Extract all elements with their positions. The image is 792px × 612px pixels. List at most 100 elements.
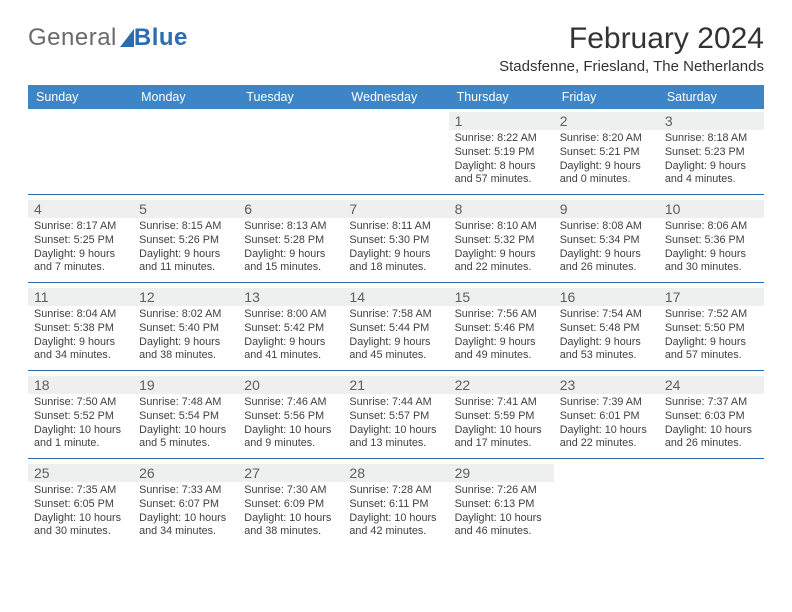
calendar-empty-cell (659, 461, 764, 546)
daylight-line-2: and 5 minutes. (139, 437, 234, 451)
logo: General Blue (28, 24, 188, 52)
daylight-line-2: and 45 minutes. (349, 349, 444, 363)
daylight-line-2: and 4 minutes. (665, 173, 760, 187)
daylight-line-2: and 30 minutes. (34, 525, 129, 539)
calendar-day-cell: 21Sunrise: 7:44 AMSunset: 5:57 PMDayligh… (343, 373, 448, 459)
calendar-day-cell: 15Sunrise: 7:56 AMSunset: 5:46 PMDayligh… (449, 285, 554, 371)
daylight-line-2: and 9 minutes. (244, 437, 339, 451)
daylight-line-2: and 38 minutes. (139, 349, 234, 363)
daylight-line-2: and 49 minutes. (455, 349, 550, 363)
day-info: Sunrise: 7:41 AMSunset: 5:59 PMDaylight:… (455, 396, 550, 451)
sunset-line: Sunset: 5:38 PM (34, 322, 129, 336)
weekday-header: Monday (133, 85, 238, 109)
sunset-line: Sunset: 5:40 PM (139, 322, 234, 336)
day-info: Sunrise: 8:11 AMSunset: 5:30 PMDaylight:… (349, 220, 444, 275)
calendar-day-cell: 26Sunrise: 7:33 AMSunset: 6:07 PMDayligh… (133, 461, 238, 546)
sunset-line: Sunset: 5:56 PM (244, 410, 339, 424)
sunset-line: Sunset: 5:25 PM (34, 234, 129, 248)
day-info: Sunrise: 7:30 AMSunset: 6:09 PMDaylight:… (244, 484, 339, 539)
day-info: Sunrise: 7:28 AMSunset: 6:11 PMDaylight:… (349, 484, 444, 539)
daylight-line-2: and 15 minutes. (244, 261, 339, 275)
daylight-line-2: and 53 minutes. (560, 349, 655, 363)
daylight-line-2: and 11 minutes. (139, 261, 234, 275)
sunrise-line: Sunrise: 8:18 AM (665, 132, 760, 146)
calendar-day-cell: 2Sunrise: 8:20 AMSunset: 5:21 PMDaylight… (554, 109, 659, 195)
sunrise-line: Sunrise: 8:17 AM (34, 220, 129, 234)
day-number: 18 (28, 376, 133, 394)
sunrise-line: Sunrise: 7:30 AM (244, 484, 339, 498)
daylight-line-2: and 34 minutes. (34, 349, 129, 363)
day-info: Sunrise: 7:46 AMSunset: 5:56 PMDaylight:… (244, 396, 339, 451)
sunrise-line: Sunrise: 7:54 AM (560, 308, 655, 322)
daylight-line-1: Daylight: 10 hours (34, 424, 129, 438)
daylight-line-1: Daylight: 9 hours (560, 248, 655, 262)
daylight-line-1: Daylight: 9 hours (665, 336, 760, 350)
calendar-day-cell: 7Sunrise: 8:11 AMSunset: 5:30 PMDaylight… (343, 197, 448, 283)
sunset-line: Sunset: 5:30 PM (349, 234, 444, 248)
day-info: Sunrise: 7:26 AMSunset: 6:13 PMDaylight:… (455, 484, 550, 539)
daylight-line-2: and 26 minutes. (665, 437, 760, 451)
daylight-line-2: and 34 minutes. (139, 525, 234, 539)
day-info: Sunrise: 8:08 AMSunset: 5:34 PMDaylight:… (560, 220, 655, 275)
day-number: 14 (343, 288, 448, 306)
daylight-line-2: and 22 minutes. (455, 261, 550, 275)
day-number: 5 (133, 200, 238, 218)
weekday-header: Friday (554, 85, 659, 109)
sunrise-line: Sunrise: 8:00 AM (244, 308, 339, 322)
sunrise-line: Sunrise: 7:33 AM (139, 484, 234, 498)
calendar-day-cell: 16Sunrise: 7:54 AMSunset: 5:48 PMDayligh… (554, 285, 659, 371)
calendar-day-cell: 20Sunrise: 7:46 AMSunset: 5:56 PMDayligh… (238, 373, 343, 459)
calendar-day-cell: 4Sunrise: 8:17 AMSunset: 5:25 PMDaylight… (28, 197, 133, 283)
daylight-line-2: and 18 minutes. (349, 261, 444, 275)
sunrise-line: Sunrise: 8:20 AM (560, 132, 655, 146)
daylight-line-1: Daylight: 10 hours (139, 512, 234, 526)
day-number: 25 (28, 464, 133, 482)
daylight-line-1: Daylight: 9 hours (455, 248, 550, 262)
sunrise-line: Sunrise: 8:11 AM (349, 220, 444, 234)
calendar-day-cell: 28Sunrise: 7:28 AMSunset: 6:11 PMDayligh… (343, 461, 448, 546)
sunset-line: Sunset: 5:44 PM (349, 322, 444, 336)
sunset-line: Sunset: 5:50 PM (665, 322, 760, 336)
sunset-line: Sunset: 6:09 PM (244, 498, 339, 512)
daylight-line-1: Daylight: 9 hours (665, 248, 760, 262)
day-info: Sunrise: 7:37 AMSunset: 6:03 PMDaylight:… (665, 396, 760, 451)
sunrise-line: Sunrise: 8:04 AM (34, 308, 129, 322)
daylight-line-1: Daylight: 9 hours (455, 336, 550, 350)
day-number: 11 (28, 288, 133, 306)
daylight-line-1: Daylight: 10 hours (455, 424, 550, 438)
day-info: Sunrise: 7:48 AMSunset: 5:54 PMDaylight:… (139, 396, 234, 451)
daylight-line-1: Daylight: 9 hours (34, 248, 129, 262)
sunset-line: Sunset: 5:26 PM (139, 234, 234, 248)
calendar-day-cell: 19Sunrise: 7:48 AMSunset: 5:54 PMDayligh… (133, 373, 238, 459)
sunrise-line: Sunrise: 7:41 AM (455, 396, 550, 410)
day-number: 23 (554, 376, 659, 394)
sunrise-line: Sunrise: 8:02 AM (139, 308, 234, 322)
day-info: Sunrise: 7:52 AMSunset: 5:50 PMDaylight:… (665, 308, 760, 363)
sunset-line: Sunset: 5:34 PM (560, 234, 655, 248)
sunset-line: Sunset: 5:42 PM (244, 322, 339, 336)
sunset-line: Sunset: 5:52 PM (34, 410, 129, 424)
sunset-line: Sunset: 5:28 PM (244, 234, 339, 248)
daylight-line-2: and 0 minutes. (560, 173, 655, 187)
day-info: Sunrise: 8:10 AMSunset: 5:32 PMDaylight:… (455, 220, 550, 275)
sunrise-line: Sunrise: 8:06 AM (665, 220, 760, 234)
title-block: February 2024 Stadsfenne, Friesland, The… (499, 18, 764, 83)
day-number: 29 (449, 464, 554, 482)
sunrise-line: Sunrise: 7:44 AM (349, 396, 444, 410)
sunset-line: Sunset: 5:48 PM (560, 322, 655, 336)
sunrise-line: Sunrise: 8:10 AM (455, 220, 550, 234)
sunrise-line: Sunrise: 7:56 AM (455, 308, 550, 322)
sunset-line: Sunset: 5:21 PM (560, 146, 655, 160)
day-number: 27 (238, 464, 343, 482)
daylight-line-1: Daylight: 10 hours (349, 424, 444, 438)
calendar-day-cell: 13Sunrise: 8:00 AMSunset: 5:42 PMDayligh… (238, 285, 343, 371)
sunset-line: Sunset: 6:07 PM (139, 498, 234, 512)
calendar-week-row: 18Sunrise: 7:50 AMSunset: 5:52 PMDayligh… (28, 373, 764, 459)
calendar-day-cell: 27 Sunrise: 7:30 AMSunset: 6:09 PMDayligh… (238, 461, 343, 546)
calendar-day-cell: 25Sunrise: 7:35 AMSunset: 6:05 PMDayligh… (28, 461, 133, 546)
sunrise-line: Sunrise: 7:39 AM (560, 396, 655, 410)
weekday-header: Tuesday (238, 85, 343, 109)
daylight-line-1: Daylight: 10 hours (560, 424, 655, 438)
calendar-empty-cell (133, 109, 238, 195)
sunset-line: Sunset: 6:03 PM (665, 410, 760, 424)
